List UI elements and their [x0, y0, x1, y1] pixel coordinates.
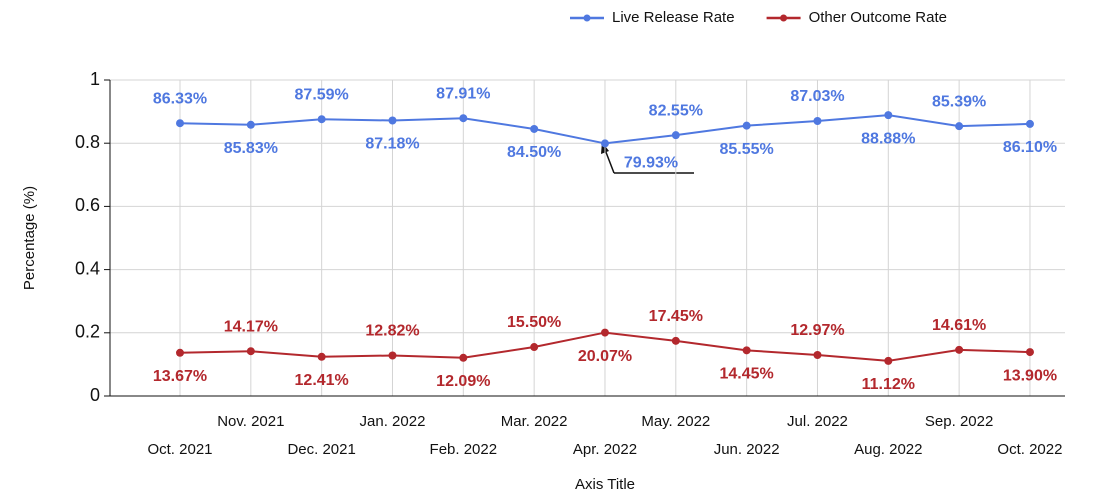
x-tick-label: Jun. 2022 [714, 441, 780, 458]
y-tick-label: 0.6 [75, 195, 100, 215]
data-label: 87.91% [436, 85, 490, 102]
data-label: 12.09% [436, 373, 490, 390]
data-label: 86.10% [1003, 139, 1057, 156]
x-tick-label: Oct. 2022 [997, 441, 1062, 458]
point [459, 353, 468, 362]
data-label: 86.33% [153, 90, 207, 107]
x-tick-label: Jan. 2022 [360, 413, 426, 430]
x-tick-label: Jul. 2022 [787, 413, 848, 430]
x-tick-label: Dec. 2021 [287, 441, 355, 458]
point [884, 111, 893, 120]
point [884, 356, 893, 365]
data-label: 82.55% [649, 102, 703, 119]
data-label: 79.93% [624, 155, 678, 172]
x-axis-title: Axis Title [575, 476, 635, 493]
y-axis-title: Percentage (%) [21, 186, 38, 290]
x-tick-label: Aug. 2022 [854, 441, 922, 458]
legend-marker [583, 14, 591, 22]
point [742, 346, 751, 355]
x-tick-label: Oct. 2021 [147, 441, 212, 458]
point [671, 336, 680, 345]
point [246, 347, 255, 356]
y-tick-label: 0.4 [75, 258, 100, 278]
data-label: 85.55% [720, 141, 774, 158]
x-tick-label: Apr. 2022 [573, 441, 637, 458]
point [246, 120, 255, 129]
data-label: 87.03% [790, 88, 844, 105]
point [955, 345, 964, 354]
point [742, 121, 751, 130]
data-label: 14.61% [932, 317, 986, 334]
y-tick-label: 0 [90, 385, 100, 405]
data-label: 12.82% [365, 323, 419, 340]
data-label: 12.41% [295, 372, 349, 389]
point [600, 139, 609, 148]
data-label: 15.50% [507, 314, 561, 331]
data-label: 87.59% [295, 86, 349, 103]
point [600, 328, 609, 337]
data-label: 17.45% [649, 308, 703, 325]
point [813, 116, 822, 125]
point [459, 114, 468, 123]
data-label: 13.67% [153, 368, 207, 385]
point [955, 122, 964, 131]
point [176, 348, 184, 357]
x-tick-label: Mar. 2022 [501, 413, 568, 430]
data-label: 14.45% [720, 366, 774, 383]
data-label: 85.83% [224, 140, 278, 157]
y-tick-label: 0.2 [75, 322, 100, 342]
y-tick-label: 0.8 [75, 132, 100, 152]
x-tick-label: Sep. 2022 [925, 413, 993, 430]
point [317, 352, 326, 361]
point [813, 351, 822, 360]
point [1025, 119, 1034, 128]
data-label: 14.17% [224, 318, 278, 335]
data-label: 20.07% [578, 348, 632, 365]
point [1025, 348, 1034, 357]
legend-marker [780, 14, 788, 22]
point [176, 119, 184, 128]
point [388, 116, 397, 125]
data-label: 11.12% [862, 376, 915, 393]
x-tick-label: May. 2022 [641, 413, 710, 430]
legend-label: Other Outcome Rate [809, 9, 947, 26]
data-label: 12.97% [790, 322, 844, 339]
x-tick-label: Feb. 2022 [430, 441, 498, 458]
data-label: 85.39% [932, 93, 986, 110]
point [530, 343, 539, 352]
point [317, 115, 326, 124]
data-label: 84.50% [507, 144, 561, 161]
y-tick-label: 1 [90, 69, 100, 89]
data-label: 13.90% [1003, 367, 1057, 384]
point [671, 131, 680, 140]
data-label: 88.88% [861, 130, 915, 147]
data-label: 87.18% [365, 136, 419, 153]
x-tick-label: Nov. 2021 [217, 413, 284, 430]
legend-label: Live Release Rate [612, 9, 735, 26]
point [388, 351, 397, 360]
point [530, 124, 539, 133]
